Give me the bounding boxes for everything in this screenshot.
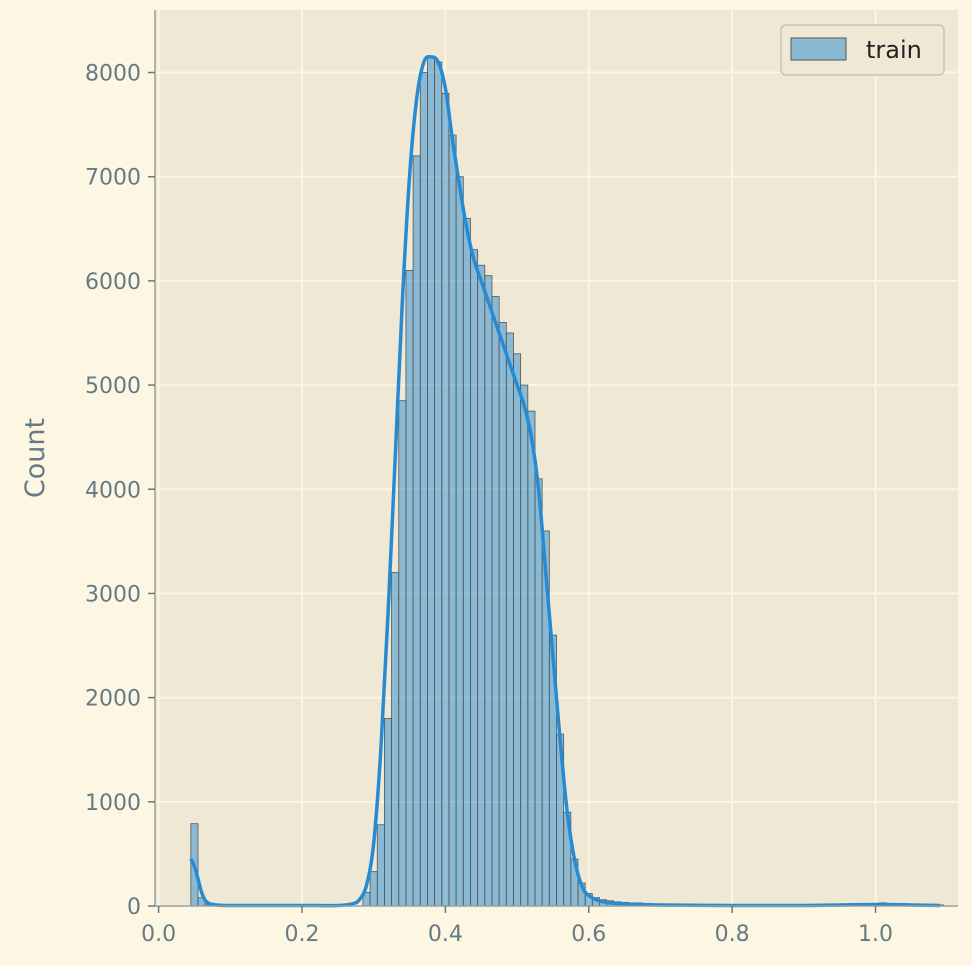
- histogram-bar: [520, 384, 529, 907]
- y-tick-label: 0: [127, 895, 141, 920]
- histogram-bar: [384, 718, 392, 907]
- y-axis-ticks: 0 1000 2000 3000 4000 5000 6000 7000 8000: [85, 62, 155, 920]
- y-tick-label: 4000: [85, 478, 141, 503]
- x-tick-label: 0.8: [715, 922, 750, 947]
- histogram-bar: [513, 353, 522, 907]
- y-tick-label: 2000: [85, 687, 141, 712]
- x-tick-label: 0.2: [284, 922, 319, 947]
- histogram-bar: [448, 134, 457, 907]
- histogram-bar: [391, 572, 400, 907]
- histogram-bar: [455, 176, 464, 907]
- histogram-bar: [434, 61, 443, 907]
- histogram-bar: [462, 217, 471, 907]
- y-axis-label: Count: [20, 418, 51, 498]
- histogram-bar: [419, 72, 428, 907]
- x-tick-label: 0.0: [141, 922, 176, 947]
- histogram-bar: [376, 824, 385, 907]
- histogram-bar: [441, 92, 450, 907]
- y-tick-label: 7000: [85, 166, 141, 191]
- histogram-bar: [470, 249, 479, 907]
- x-tick-label: 1.0: [858, 922, 893, 947]
- y-tick-label: 5000: [85, 374, 141, 399]
- histogram-bar: [527, 410, 536, 907]
- y-tick-label: 1000: [85, 791, 141, 816]
- y-tick-label: 6000: [85, 270, 141, 295]
- histogram-bar: [491, 296, 500, 907]
- histogram-bar: [405, 270, 414, 907]
- legend: train: [780, 24, 945, 76]
- x-axis-ticks: 0.0 0.2 0.4 0.6 0.8 1.0: [141, 906, 893, 947]
- y-tick-label: 8000: [85, 62, 141, 87]
- y-tick-label: 3000: [85, 582, 141, 607]
- histogram-bar: [505, 332, 514, 907]
- legend-swatch-train: [790, 37, 847, 61]
- legend-label-train: train: [866, 36, 922, 64]
- x-tick-label: 0.4: [428, 922, 463, 947]
- histogram-bar: [484, 275, 493, 907]
- histogram-bar: [412, 155, 421, 907]
- x-tick-label: 0.6: [571, 922, 606, 947]
- axis-spines: [154, 10, 958, 907]
- histogram-bar: [498, 322, 507, 907]
- histogram-bar: [427, 56, 436, 907]
- histogram-bar: [534, 478, 543, 907]
- histogram-bar: [477, 264, 486, 907]
- histogram-bar: [369, 871, 378, 907]
- histogram-bar: [398, 400, 407, 907]
